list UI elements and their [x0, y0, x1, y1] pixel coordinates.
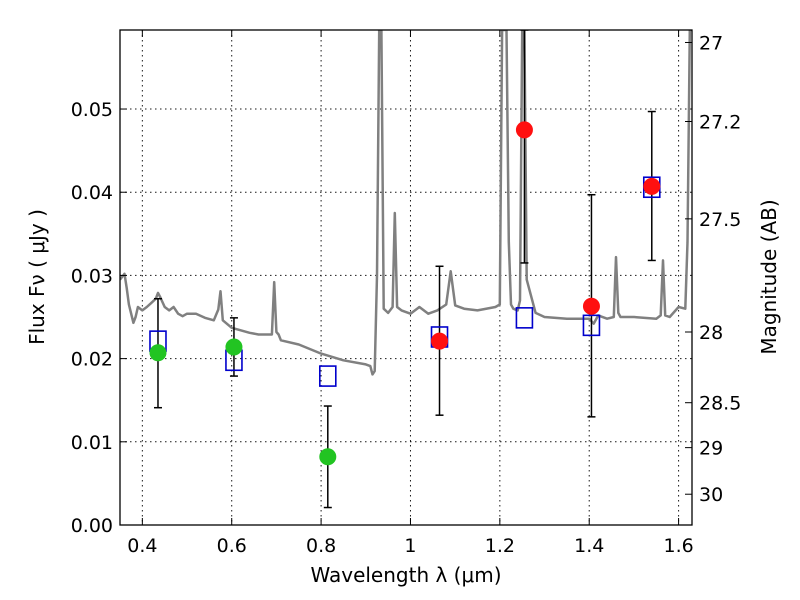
magnitude-tick-label: 28: [699, 322, 723, 344]
observed-flux-point: [149, 344, 167, 362]
observed-flux-point: [582, 297, 600, 315]
x-axis-label: Wavelength λ (μm): [310, 563, 501, 587]
model-photometry-box: [318, 365, 337, 387]
y-tick-label: 0.04: [71, 182, 113, 204]
x-tick-label: 0.6: [217, 535, 247, 557]
x-tick-label: 1.2: [485, 535, 515, 557]
magnitude-axis: 27 27.2 27.5 28 28.5 29 30: [685, 32, 741, 506]
magnitude-tick-label: 27: [699, 32, 723, 54]
grid: [120, 30, 692, 525]
y-tick-label: 0.03: [71, 265, 113, 287]
y-tick-label: 0.05: [71, 99, 113, 121]
plot-background: [120, 30, 692, 525]
y-tick-label: 0.01: [71, 432, 113, 454]
observed-flux-point: [225, 338, 243, 356]
marker-layer: [149, 121, 661, 466]
magnitude-tick-label: 30: [699, 484, 723, 506]
x-tick-label: 0.4: [127, 535, 157, 557]
observed-flux-point: [319, 448, 337, 466]
magnitude-tick-label: 28.5: [699, 393, 741, 415]
x-tick-label: 1.6: [663, 535, 693, 557]
y-tick-label: 0.02: [71, 349, 113, 371]
y-axis-label: Flux Fν ( μJy ): [25, 209, 49, 345]
magnitude-tick-label: 27.2: [699, 112, 741, 134]
y2-axis-label: Magnitude (AB): [757, 199, 781, 354]
x-tick-label: 1.4: [574, 535, 604, 557]
model-photometry-box: [582, 314, 601, 337]
x-tick-label: 1: [404, 535, 416, 557]
y-tick-label: 0.00: [71, 515, 113, 537]
model-photometry-box: [515, 307, 534, 329]
model-spectrum-line: [120, 30, 692, 376]
magnitude-tick-label: 29: [699, 438, 723, 460]
magnitude-tick-label: 27.5: [699, 209, 741, 231]
x-axis: 0.4 0.6 0.8 1 1.2 1.4 1.6: [127, 30, 694, 557]
x-tick-label: 0.8: [306, 535, 336, 557]
plot-frame: [119, 29, 693, 526]
y-axis: 0.00 0.01 0.02 0.03 0.04 0.05: [71, 99, 127, 537]
observed-flux-point: [431, 332, 449, 350]
spectrum-layer: [120, 30, 692, 376]
observed-flux-point: [643, 177, 661, 195]
observed-flux-point: [515, 121, 533, 139]
